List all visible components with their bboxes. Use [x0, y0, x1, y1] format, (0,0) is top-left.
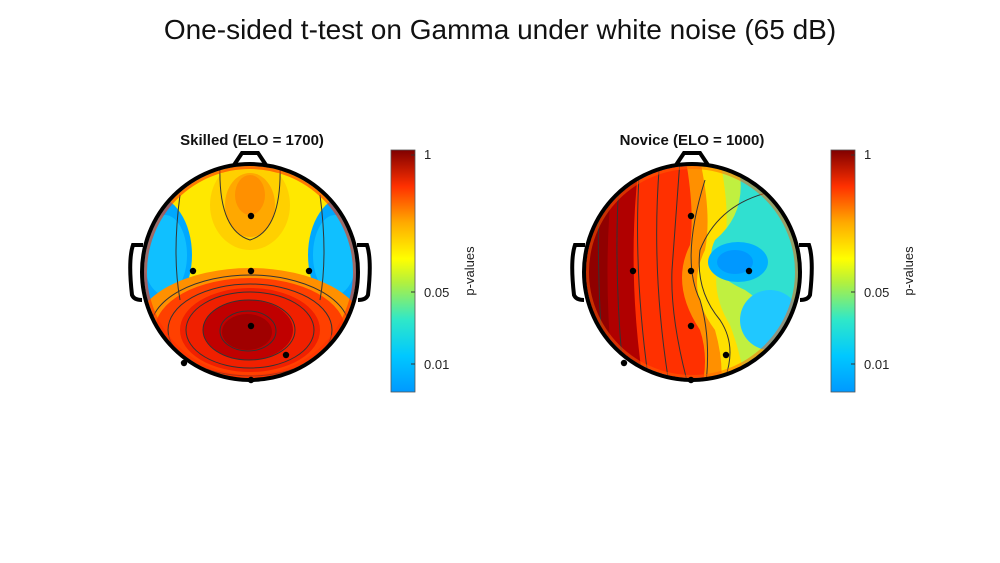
scalp-map-skilled [144, 166, 356, 378]
colorbar-novice: 1 0.05 0.01 p-values [830, 147, 916, 393]
electrode-central [247, 267, 255, 275]
colorbar-skilled: 1 0.05 0.01 p-values [390, 147, 477, 393]
electrode-occipital [247, 376, 255, 384]
electrode-left-occipital [620, 359, 628, 367]
colorbar-label: p-values [901, 246, 916, 296]
electrode-frontal [687, 212, 695, 220]
panel-title-novice: Novice (ELO = 1000) [620, 132, 765, 149]
topoplot-novice: Novice (ELO = 1000) [570, 132, 916, 393]
electrode-right-occipital [282, 351, 290, 359]
electrode-right-temporal [745, 267, 753, 275]
figure-title: One-sided t-test on Gamma under white no… [163, 14, 837, 45]
topoplot-skilled: Skilled (ELO = 1700) [128, 132, 477, 393]
electrode-left-temporal [629, 267, 637, 275]
electrodes-novice [620, 212, 753, 384]
electrode-left-occipital [180, 359, 188, 367]
electrode-right-occipital [722, 351, 730, 359]
electrode-left-temporal [189, 267, 197, 275]
colorbar-tick-1: 1 [424, 147, 431, 162]
panel-title-skilled: Skilled (ELO = 1700) [180, 132, 324, 149]
colorbar-tick-0.01: 0.01 [864, 357, 889, 372]
colorbar-tick-0.05: 0.05 [864, 285, 889, 300]
electrodes-skilled [180, 212, 313, 384]
electrode-parietal [687, 322, 695, 330]
electrode-central [687, 267, 695, 275]
colorbar-tick-0.05: 0.05 [424, 285, 449, 300]
electrode-parietal [247, 322, 255, 330]
colorbar-tick-1: 1 [864, 147, 871, 162]
electrode-occipital [687, 376, 695, 384]
scalp-map-novice [586, 166, 798, 378]
electrode-right-temporal [305, 267, 313, 275]
colorbar-tick-0.01: 0.01 [424, 357, 449, 372]
colorbar-label: p-values [462, 246, 477, 296]
electrode-frontal [247, 212, 255, 220]
